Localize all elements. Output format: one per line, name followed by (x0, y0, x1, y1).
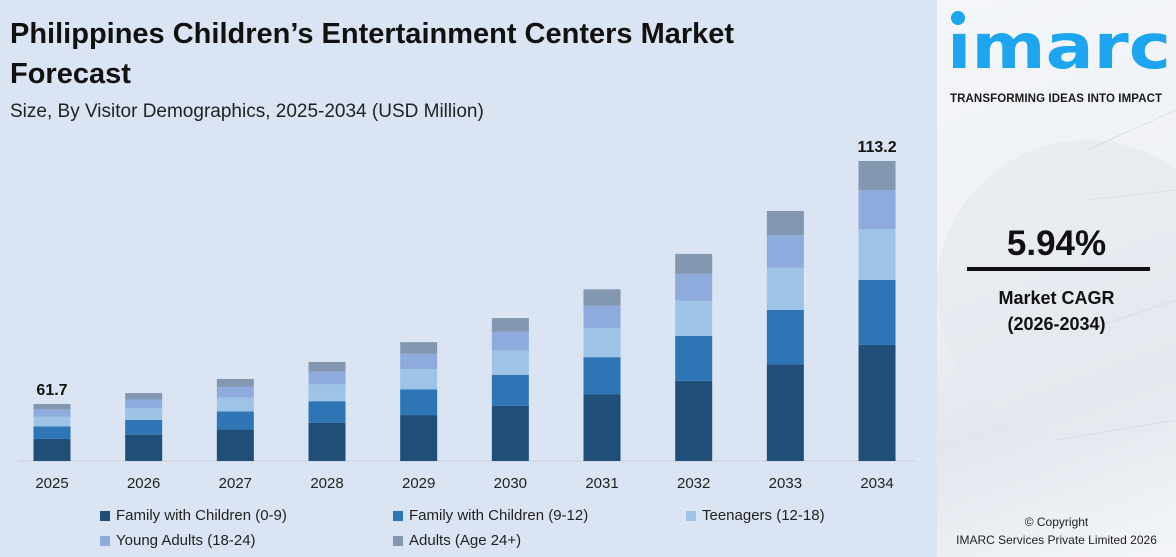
tagline: TRANSFORMING IDEAS INTO IMPACT (950, 93, 1163, 105)
svg-text:ımarc: ımarc (947, 10, 1171, 83)
x-tick-label: 2026 (127, 475, 160, 492)
x-tick-label: 2032 (677, 475, 710, 492)
divider (967, 267, 1150, 271)
legend-swatch (393, 510, 403, 521)
bar-segment-2026-3 (125, 399, 163, 409)
bar-segment-2032-1 (675, 335, 713, 381)
bar-segment-2026-1 (125, 419, 163, 435)
bar-segment-2030-3 (491, 331, 529, 351)
x-tick-label: 2034 (860, 475, 893, 492)
bar-segment-2027-4 (216, 378, 254, 387)
legend-item: Young Adults (18-24) (100, 532, 256, 549)
legend-label: Family with Children (9-12) (409, 507, 589, 524)
data-label: 113.2 (857, 139, 896, 156)
bar-segment-2025-3 (33, 409, 71, 417)
bar-segment-2029-2 (400, 369, 438, 390)
background-decoration (937, 109, 1176, 441)
chart-subtitle: Size, By Visitor Demographics, 2025-2034… (10, 101, 484, 122)
bar-segment-2030-2 (491, 350, 529, 375)
bar-segment-2030-0 (491, 405, 529, 461)
bar-segment-2028-4 (308, 361, 346, 372)
x-tick-label: 2029 (402, 475, 435, 492)
x-tick-label: 2030 (494, 475, 527, 492)
bar-segment-2029-4 (400, 342, 438, 354)
bar-segment-2032-0 (675, 380, 713, 461)
legend-label: Young Adults (18-24) (116, 532, 256, 549)
bar-segment-2031-0 (583, 394, 621, 461)
bar-segment-2033-1 (766, 309, 804, 365)
company-name: IMARC Services Private Limited 2026 (956, 533, 1157, 547)
bar-segment-2034-4 (858, 161, 896, 191)
info-panel: ımarc TRANSFORMING IDEAS INTO IMPACT 5.9… (937, 0, 1176, 557)
copyright: © Copyright (1024, 515, 1089, 529)
x-tick-label: 2033 (769, 475, 802, 492)
bar-segment-2034-3 (858, 190, 896, 230)
x-tick-label: 2031 (585, 475, 618, 492)
cagr-label: Market CAGR (2026-2034) (937, 285, 1176, 337)
bar-segment-2025-0 (33, 438, 71, 461)
legend-label: Adults (Age 24+) (409, 532, 522, 549)
bar-segment-2033-4 (766, 211, 804, 236)
stacked-bar-chart: 2025 61.7 2026 2027 2028 2029 2030 2031 2032 2033… (18, 139, 915, 492)
bar-segment-2031-2 (583, 328, 621, 358)
bar-segment-2028-2 (308, 384, 346, 402)
bar-segment-2025-1 (33, 426, 71, 439)
bar-segment-2027-2 (216, 397, 254, 412)
bar-segment-2031-1 (583, 357, 621, 395)
bar-segment-2032-3 (675, 273, 713, 301)
bar-segment-2027-3 (216, 386, 254, 398)
bar-segment-2031-3 (583, 305, 621, 329)
bar-segment-2034-1 (858, 279, 896, 345)
bar-segment-2032-2 (675, 300, 713, 336)
imarc-logo: ımarc (947, 10, 1171, 83)
x-tick-label: 2027 (219, 475, 252, 492)
legend-item: Family with Children (9-12) (393, 507, 588, 524)
bar-segment-2026-0 (125, 434, 163, 461)
bar-segment-2026-2 (125, 408, 163, 420)
legend-item: Teenagers (12-18) (686, 507, 825, 524)
chart-panel: Philippines Children’s Entertainment Cen… (10, 18, 915, 549)
bar-segment-2034-2 (858, 229, 896, 280)
legend-swatch (100, 535, 110, 546)
bar-segment-2029-3 (400, 353, 438, 370)
bar-segment-2033-2 (766, 267, 804, 310)
bar-segment-2034-0 (858, 344, 896, 461)
cagr-label-text: Market CAGR (998, 288, 1115, 308)
bar-segment-2029-1 (400, 389, 438, 416)
bar-segment-2027-0 (216, 429, 254, 461)
bar-segment-2028-1 (308, 401, 346, 423)
bar-segment-2027-1 (216, 411, 254, 430)
x-tick-label: 2028 (310, 475, 343, 492)
bar-segment-2033-3 (766, 235, 804, 268)
data-label: 61.7 (36, 382, 67, 399)
bar-segment-2025-2 (33, 416, 71, 427)
cagr-value: 5.94% (1006, 224, 1107, 263)
chart-title: Philippines Children’s Entertainment Cen… (10, 18, 735, 90)
cagr-period: (2026-2034) (1007, 314, 1106, 334)
bar-segment-2026-4 (125, 393, 163, 400)
legend-swatch (393, 535, 403, 546)
legend-label: Family with Children (0-9) (116, 507, 287, 524)
bar-segment-2028-0 (308, 422, 346, 461)
legend-label: Teenagers (12-18) (702, 507, 825, 524)
bar-segment-2030-1 (491, 374, 529, 406)
x-tick-label: 2025 (35, 475, 68, 492)
bar-segment-2028-3 (308, 371, 346, 385)
bar-segment-2033-0 (766, 364, 804, 461)
bar-segment-2029-0 (400, 415, 438, 461)
bar-segment-2032-4 (675, 253, 713, 274)
legend-item: Family with Children (0-9) (100, 507, 287, 524)
legend-item: Adults (Age 24+) (393, 532, 521, 549)
bar-segment-2025-4 (33, 403, 71, 410)
bar-segment-2030-4 (491, 318, 529, 332)
bar-segment-2031-4 (583, 289, 621, 306)
legend-swatch (100, 510, 110, 521)
legend-swatch (686, 510, 696, 521)
